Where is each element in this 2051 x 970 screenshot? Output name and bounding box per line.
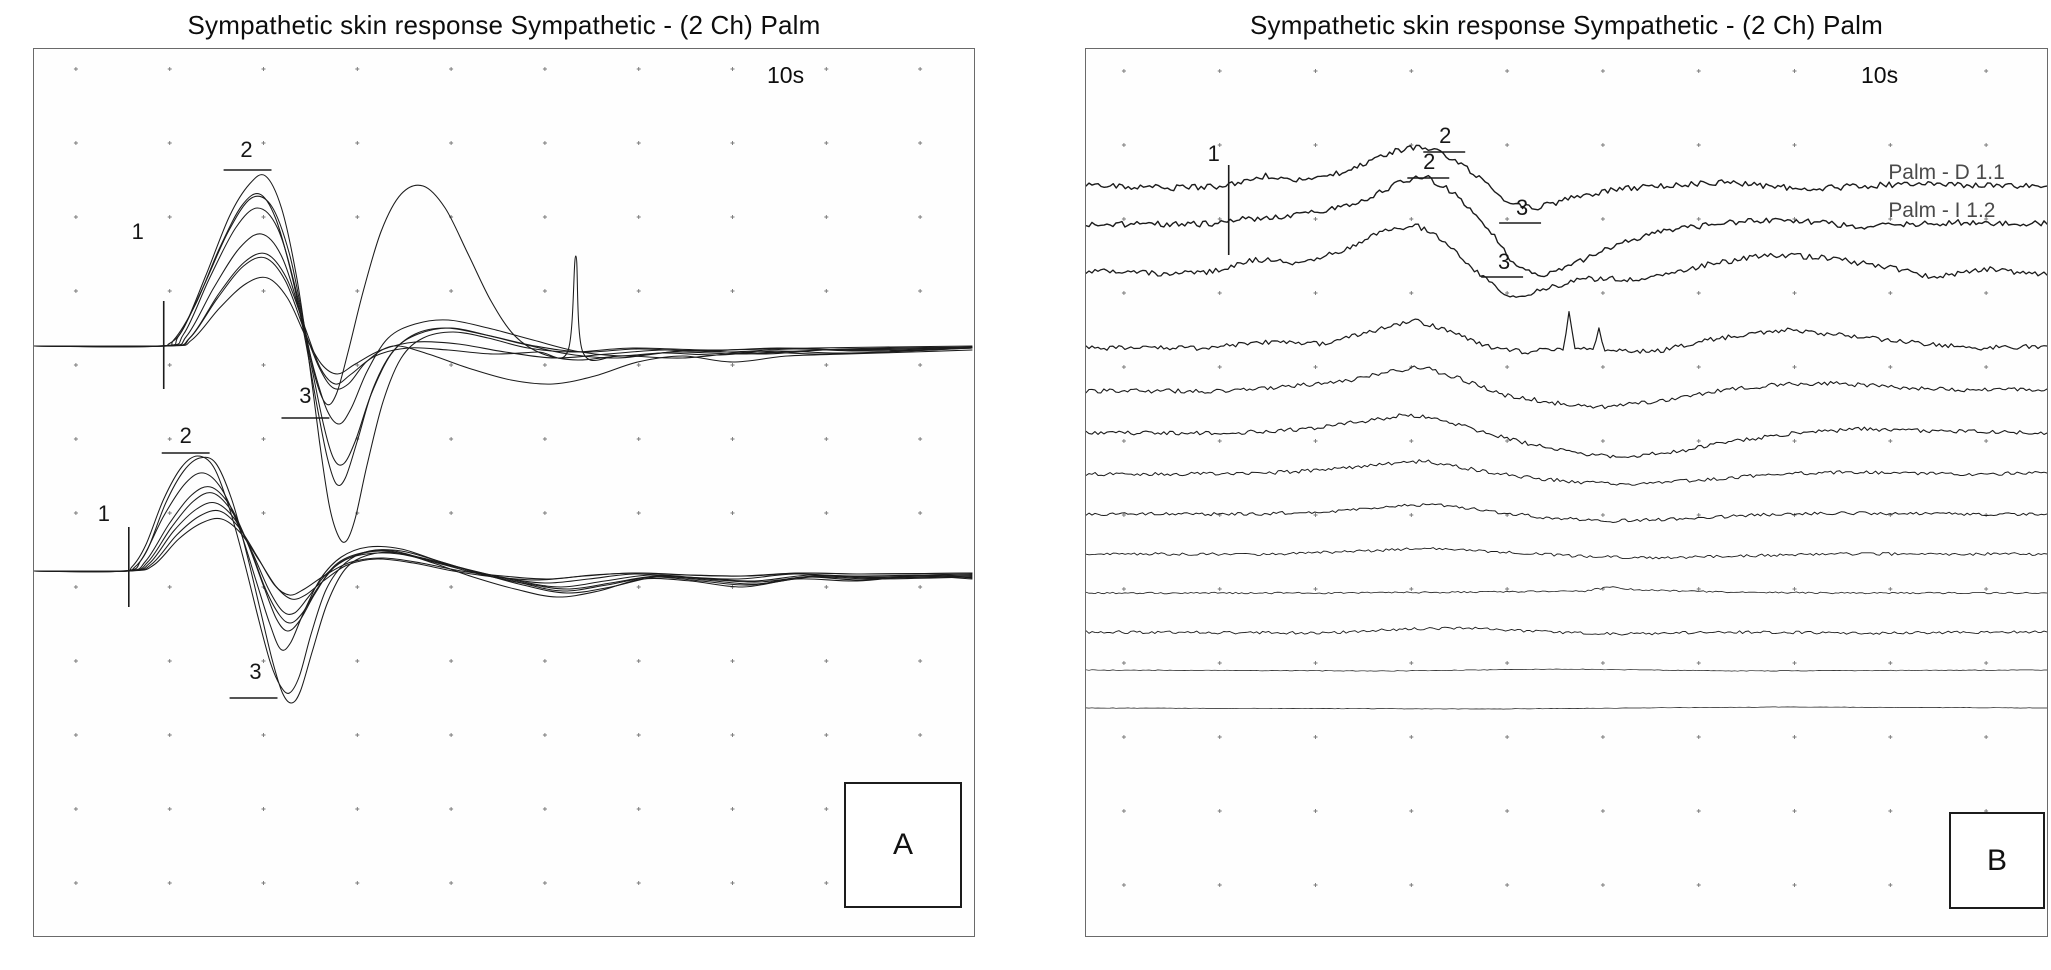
marker-label-2: 2 [1423, 149, 1435, 174]
waveform-trace [34, 455, 973, 694]
waveform-trace [1086, 311, 2047, 355]
waveform-trace [34, 207, 973, 466]
waveform-trace [1086, 413, 2047, 459]
marker-label-3: 3 [249, 659, 261, 684]
waveform-trace [1086, 503, 2047, 523]
marker-label-3: 3 [299, 383, 311, 408]
waveform-trace [34, 509, 973, 596]
panel-b-letter: B [1986, 843, 2007, 877]
waveform-trace [1086, 174, 2047, 278]
waveform-trace [34, 252, 973, 385]
waveform-trace [1086, 586, 2047, 595]
panel-a-waveform-plot: 1 2 3 1 2 3 [34, 67, 973, 885]
waveform-trace [34, 256, 973, 390]
panel-a: Sympathetic skin response Sympathetic - … [33, 10, 975, 965]
waveform-trace [34, 472, 973, 651]
panel-b-waveform-plot: 1 22 3 3 Palm - D 1.1 Palm - I 1.2 [1086, 69, 2047, 887]
channel-label: Palm - I 1.2 [1888, 199, 1995, 222]
waveform-trace [1086, 223, 2047, 298]
waveform-trace [34, 502, 973, 615]
marker-label-3: 3 [1498, 249, 1510, 274]
grid-dots [1121, 69, 1989, 887]
panel-b-timebase-label: 10s [1861, 62, 1899, 88]
waveform-trace [34, 492, 973, 624]
panel-a-letter-box: A [844, 782, 962, 908]
panel-b-title: Sympathetic skin response Sympathetic - … [1250, 10, 1883, 40]
waveform-trace [1086, 706, 2047, 710]
waveform-trace [34, 276, 973, 375]
panel-a-timebase-label: 10s [767, 62, 805, 88]
panel-b: Sympathetic skin response Sympathetic - … [1085, 10, 2048, 965]
waveform-trace [1086, 459, 2047, 486]
waveform-trace [1086, 668, 2047, 672]
grid-dots [73, 67, 923, 885]
waveform-trace [34, 456, 973, 704]
waveform-trace [34, 233, 973, 425]
waveform-trace [1086, 547, 2047, 560]
marker-label-1: 1 [98, 501, 110, 526]
waveform-trace [1086, 144, 2047, 211]
panel-a-title: Sympathetic skin response Sympathetic - … [187, 10, 821, 40]
panel-b-letter-box: B [1949, 812, 2045, 909]
waveform-trace [1086, 626, 2047, 636]
marker-label-1: 1 [1208, 141, 1220, 166]
marker-label-1: 1 [132, 219, 144, 244]
marker-label-2: 2 [180, 423, 192, 448]
waveform-trace [34, 193, 973, 486]
waveform-trace [34, 174, 973, 543]
channel-label: Palm - D 1.1 [1888, 161, 2004, 184]
panel-a-letter: A [892, 828, 913, 861]
marker-label-3: 3 [1516, 195, 1528, 220]
panel-b-chart-area: 1 2 2 3 3 Palm - D 1.1 Palm - I 1.2 10s B [1085, 48, 2048, 937]
waveform-trace [34, 184, 973, 406]
panel-a-chart-area: 1 2 3 1 2 3 10s A [33, 48, 975, 937]
waveform-trace [1086, 365, 2047, 410]
marker-label-2: 2 [1439, 123, 1451, 148]
waveform-trace [34, 486, 973, 632]
marker-label-2: 2 [240, 137, 252, 162]
